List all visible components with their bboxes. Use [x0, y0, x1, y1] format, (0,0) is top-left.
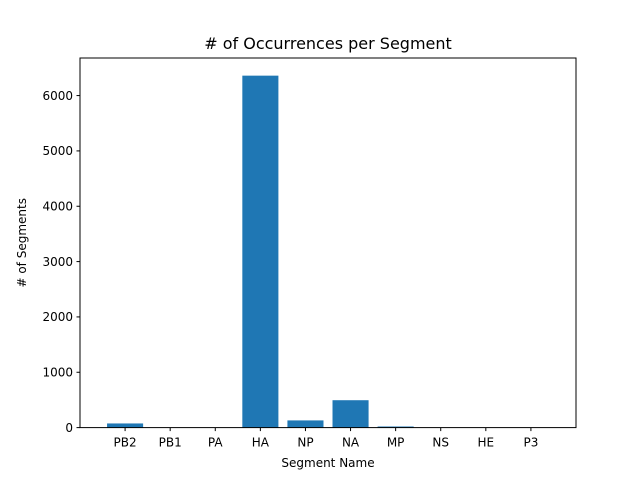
- bar-ha: [242, 75, 279, 428]
- y-tick-label: 5000: [42, 144, 73, 158]
- y-tick-label: 4000: [42, 200, 73, 214]
- x-tick-label: NA: [342, 436, 360, 450]
- y-tick-label: 3000: [42, 255, 73, 269]
- y-axis: 0 1000 2000 3000 4000 5000 6000: [42, 89, 80, 435]
- bar-np: [287, 420, 324, 428]
- x-axis-label: Segment Name: [281, 456, 374, 470]
- plot-frame: [79, 57, 577, 429]
- x-tick-label: P3: [523, 436, 538, 450]
- x-tick-label: PB2: [114, 436, 137, 450]
- y-tick-label: 6000: [42, 89, 73, 103]
- y-tick-label: 1000: [42, 366, 73, 380]
- plot-area: [107, 75, 414, 428]
- x-tick-label: MP: [387, 436, 405, 450]
- x-tick-label: HE: [478, 436, 495, 450]
- y-tick-label: 2000: [42, 310, 73, 324]
- bar-pb2: [107, 423, 144, 428]
- y-axis-label: # of Segments: [15, 198, 29, 288]
- x-tick-label: HA: [252, 436, 270, 450]
- x-axis: PB2 PB1 PA HA NP NA MP NS HE P3: [114, 427, 538, 450]
- x-tick-label: PB1: [159, 436, 182, 450]
- bar-na: [332, 400, 369, 428]
- bar-mp: [377, 426, 414, 428]
- chart-title: # of Occurrences per Segment: [204, 34, 452, 53]
- x-tick-label: NS: [432, 436, 449, 450]
- x-tick-label: PA: [208, 436, 223, 450]
- x-tick-label: NP: [297, 436, 313, 450]
- y-tick-label: 0: [65, 421, 73, 435]
